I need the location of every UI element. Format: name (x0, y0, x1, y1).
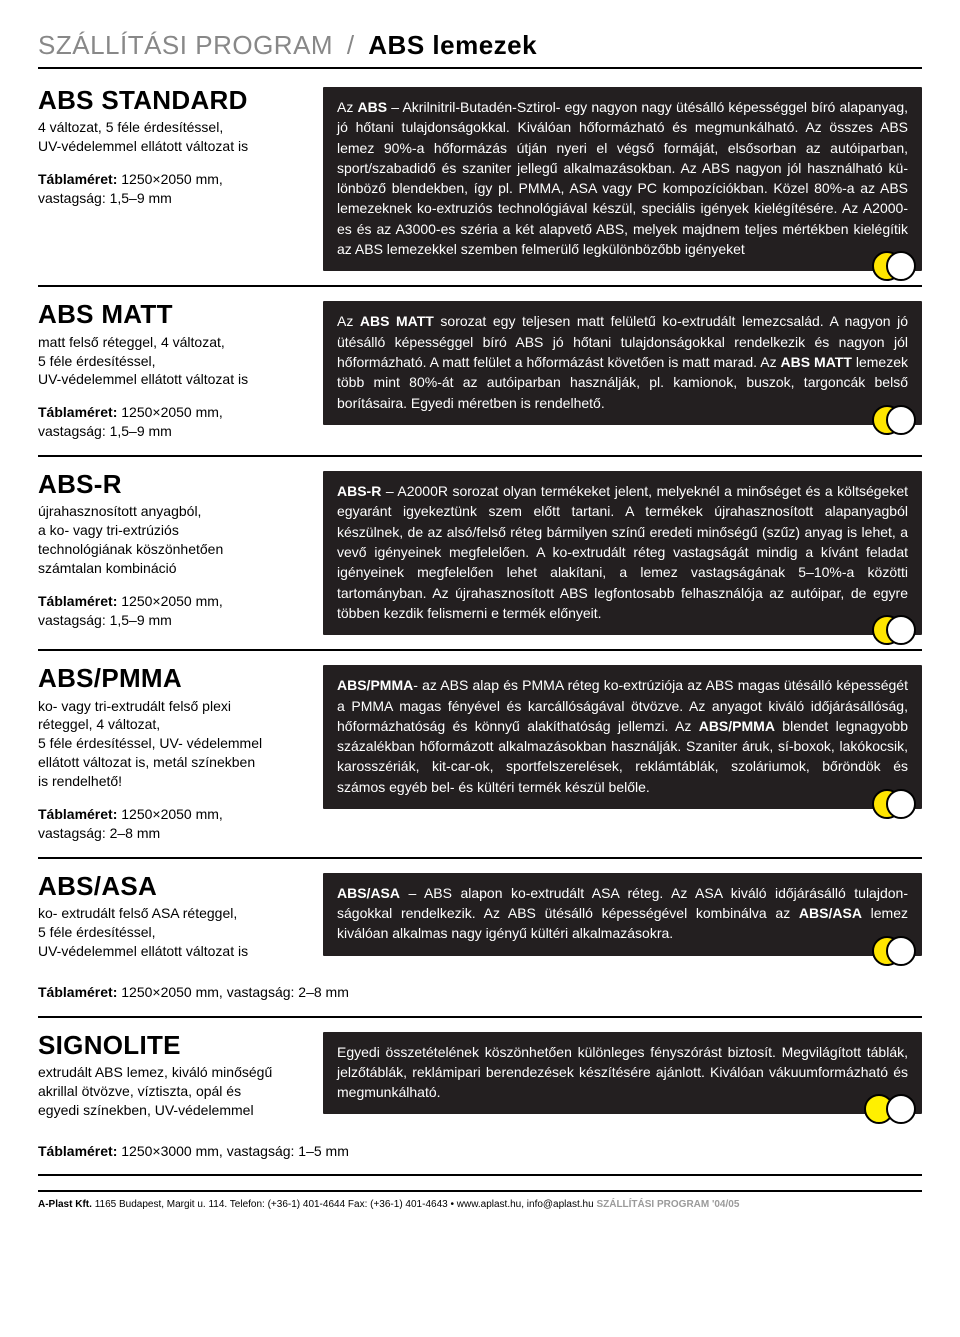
product-section: ABS STANDARD 4 változat, 5 féle érdesítés… (38, 87, 922, 287)
left-column: ABS/ASA ko- extrudált felső ASA réteggel,… (38, 873, 303, 975)
product-title: ABS STANDARD (38, 87, 303, 114)
right-column: Egyedi összetételének köszönhetően külön… (323, 1032, 922, 1115)
color-badge-icon (864, 1094, 916, 1124)
page-header: SZÁLLÍTÁSI PROGRAM / ABS lemezek (38, 30, 922, 69)
color-badge-icon (872, 936, 916, 966)
color-badge-icon (872, 251, 916, 281)
product-subtitle: ko- extrudált felső ASA réteggel,5 féle … (38, 904, 303, 961)
product-section: ABS/PMMA ko- vagy tri-extrudált felső ple… (38, 665, 922, 859)
left-column: ABS-R újrahasznosított anyagból,a ko- vag… (38, 471, 303, 630)
header-bold: ABS lemezek (368, 30, 537, 60)
product-title: ABS-R (38, 471, 303, 498)
description-box: ABS/ASA – ABS alapon ko-extrudált ASA ré… (323, 873, 922, 956)
footer-rest: 1165 Budapest, Margit u. 114. Telefon: (… (95, 1199, 597, 1210)
footer-tail: SZÁLLÍTÁSI PROGRAM '04/05 (596, 1199, 739, 1210)
size-spec: Tábla­méret: 1250×3000 mm, vastagság: 1–… (38, 1142, 922, 1161)
description-box: Az ABS MATT sorozat egy teljesen matt fe… (323, 301, 922, 424)
product-section: ABS MATT matt felső réteggel, 4 változat,… (38, 301, 922, 457)
left-column: ABS STANDARD 4 változat, 5 féle érdesítés… (38, 87, 303, 208)
product-subtitle: 4 változat, 5 féle érdesítéssel,UV-védel… (38, 118, 303, 156)
product-section: ABS/ASA ko- extrudált felső ASA réteggel,… (38, 873, 922, 1018)
product-title: SIGNOLITE (38, 1032, 303, 1059)
left-column: ABS MATT matt felső réteggel, 4 változat,… (38, 301, 303, 441)
color-badge-icon (872, 789, 916, 819)
left-column: SIGNOLITE extrudált ABS lemez, kiváló min… (38, 1032, 303, 1134)
product-title: ABS/ASA (38, 873, 303, 900)
description-box: Az ABS – Akrilnitril-Butadén-Sztirol- eg… (323, 87, 922, 271)
description-box: ABS-R – A2000R sorozat olyan termékeket … (323, 471, 922, 635)
page-footer: A-Plast Kft. 1165 Budapest, Margit u. 11… (38, 1190, 922, 1211)
description-box: Egyedi összetételének köszönhetően külön… (323, 1032, 922, 1115)
size-spec: Tábla­méret: 1250×2050 mm,vastagság: 1,5… (38, 170, 303, 208)
product-section: SIGNOLITE extrudált ABS lemez, kiváló min… (38, 1032, 922, 1177)
product-subtitle: újrahasznosított anyagból,a ko- vagy tri… (38, 502, 303, 578)
product-subtitle: extrudált ABS lemez, kiváló minőségűakri… (38, 1063, 303, 1120)
product-title: ABS MATT (38, 301, 303, 328)
color-badge-icon (872, 615, 916, 645)
color-badge-icon (872, 405, 916, 435)
product-subtitle: ko- vagy tri-extrudált felső plexirétegg… (38, 697, 303, 791)
description-box: ABS/PMMA- az ABS alap és PMMA réteg ko-e… (323, 665, 922, 809)
right-column: ABS/PMMA- az ABS alap és PMMA réteg ko-e… (323, 665, 922, 809)
right-column: Az ABS – Akrilnitril-Butadén-Sztirol- eg… (323, 87, 922, 271)
product-title: ABS/PMMA (38, 665, 303, 692)
header-slash: / (347, 30, 355, 60)
size-spec: Tábla­méret: 1250×2050 mm, vastagság: 2–… (38, 983, 922, 1002)
product-subtitle: matt felső réteggel, 4 változat,5 féle é… (38, 333, 303, 390)
size-spec: Tábla­méret: 1250×2050 mm,vastagság: 1,5… (38, 403, 303, 441)
size-spec: Tábla­méret: 1250×2050 mm,vastagság: 2–8… (38, 805, 303, 843)
right-column: Az ABS MATT sorozat egy teljesen matt fe… (323, 301, 922, 424)
size-spec: Tábla­méret: 1250×2050 mm,vastagság: 1,5… (38, 592, 303, 630)
right-column: ABS-R – A2000R sorozat olyan termékeket … (323, 471, 922, 635)
right-column: ABS/ASA – ABS alapon ko-extrudált ASA ré… (323, 873, 922, 956)
header-gray: SZÁLLÍTÁSI PROGRAM (38, 30, 333, 60)
footer-company: A-Plast Kft. (38, 1199, 92, 1210)
left-column: ABS/PMMA ko- vagy tri-extrudált felső ple… (38, 665, 303, 843)
product-section: ABS-R újrahasznosított anyagból,a ko- vag… (38, 471, 922, 651)
